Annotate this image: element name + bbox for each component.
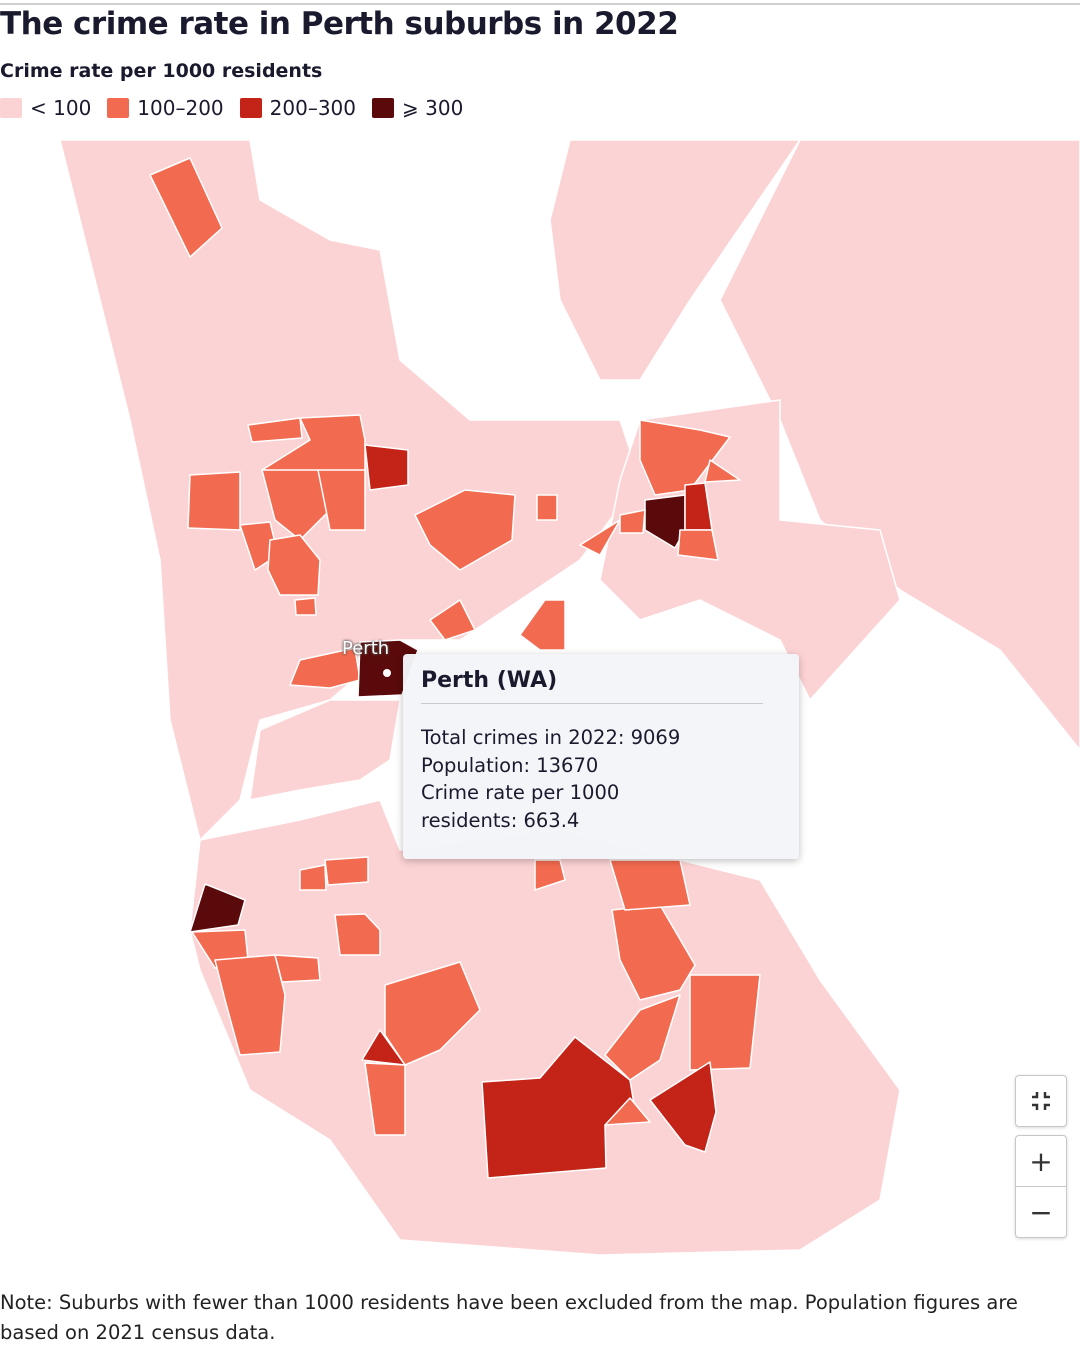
suburb[interactable] — [604, 1097, 651, 1126]
zoom-control: + − — [1015, 1135, 1067, 1238]
fullscreen-button[interactable] — [1016, 1076, 1066, 1126]
suburb[interactable] — [249, 699, 401, 801]
legend-label: 200–300 — [269, 96, 357, 120]
fullscreen-icon — [1032, 1092, 1050, 1110]
suburb[interactable] — [334, 913, 381, 956]
legend-swatch — [239, 98, 262, 118]
suburb[interactable] — [549, 139, 801, 381]
fullscreen-control[interactable] — [1015, 1075, 1067, 1127]
tooltip-line: Crime rate per 1000 residents: 663.4 — [421, 781, 620, 832]
suburb[interactable] — [267, 534, 321, 596]
tooltip-title: Perth (WA) — [421, 668, 763, 704]
suburb[interactable] — [719, 139, 1080, 751]
suburb[interactable] — [364, 1062, 406, 1136]
suburb[interactable] — [619, 509, 646, 534]
suburb[interactable] — [299, 864, 327, 891]
legend-label: ⩾ 300 — [402, 96, 464, 120]
tooltip: Perth (WA) Total crimes in 2022: 9069 Po… — [403, 654, 799, 859]
suburb[interactable] — [649, 1061, 717, 1153]
legend-swatch — [0, 98, 22, 118]
legend-item: 200–300 — [239, 96, 357, 120]
subtitle: Crime rate per 1000 residents — [0, 60, 323, 82]
suburb[interactable] — [689, 974, 761, 1071]
legend-swatch — [107, 98, 130, 118]
suburb[interactable] — [261, 469, 331, 541]
suburb[interactable] — [247, 417, 303, 443]
top-border — [0, 3, 1080, 5]
suburb[interactable] — [534, 859, 566, 891]
legend-item: < 100 — [0, 96, 91, 120]
suburb[interactable] — [189, 799, 901, 1256]
suburb[interactable] — [189, 883, 246, 933]
suburb[interactable] — [579, 519, 621, 556]
suburb[interactable] — [294, 597, 317, 616]
legend: < 100 100–200 200–300 ⩾ 300 — [0, 96, 463, 120]
zoom-in[interactable]: + — [1016, 1136, 1066, 1187]
suburb[interactable] — [187, 471, 241, 531]
legend-item: 100–200 — [107, 96, 224, 120]
legend-label: < 100 — [30, 96, 92, 120]
suburb[interactable] — [361, 1029, 406, 1066]
legend-item: ⩾ 300 — [372, 96, 463, 120]
suburb[interactable] — [536, 494, 558, 521]
note: Note: Suburbs with fewer than 1000 resid… — [0, 1291, 1018, 1344]
suburb[interactable] — [289, 647, 361, 689]
city-marker — [383, 669, 391, 677]
zoom-out[interactable]: − — [1029, 1195, 1053, 1229]
suburb[interactable] — [317, 469, 366, 531]
suburb[interactable] — [414, 489, 516, 571]
suburb[interactable] — [609, 859, 691, 911]
suburb[interactable] — [149, 157, 223, 258]
legend-swatch — [372, 98, 395, 118]
suburb[interactable] — [384, 961, 481, 1066]
legend-label: 100–200 — [137, 96, 224, 120]
suburb[interactable] — [429, 599, 476, 641]
suburb[interactable] — [274, 954, 321, 983]
title: The crime rate in Perth suburbs in 2022 — [0, 6, 679, 42]
suburb[interactable] — [677, 529, 719, 561]
suburb[interactable] — [519, 599, 566, 651]
suburb[interactable] — [364, 444, 409, 491]
tooltip-line: Total crimes in 2022: 9069 — [421, 726, 681, 749]
suburb[interactable] — [704, 459, 741, 483]
city-label: Perth — [342, 638, 390, 659]
tooltip-line: Population: 13670 — [421, 753, 599, 777]
suburb[interactable] — [604, 994, 681, 1081]
suburb[interactable] — [324, 856, 369, 886]
